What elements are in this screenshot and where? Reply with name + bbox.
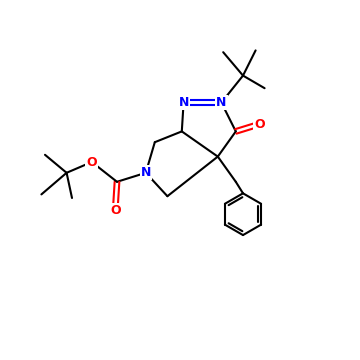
Text: N: N bbox=[216, 96, 226, 109]
Text: N: N bbox=[179, 96, 189, 109]
Text: O: O bbox=[110, 204, 121, 217]
Text: O: O bbox=[254, 118, 265, 131]
Text: N: N bbox=[141, 166, 151, 179]
Text: O: O bbox=[86, 156, 97, 168]
